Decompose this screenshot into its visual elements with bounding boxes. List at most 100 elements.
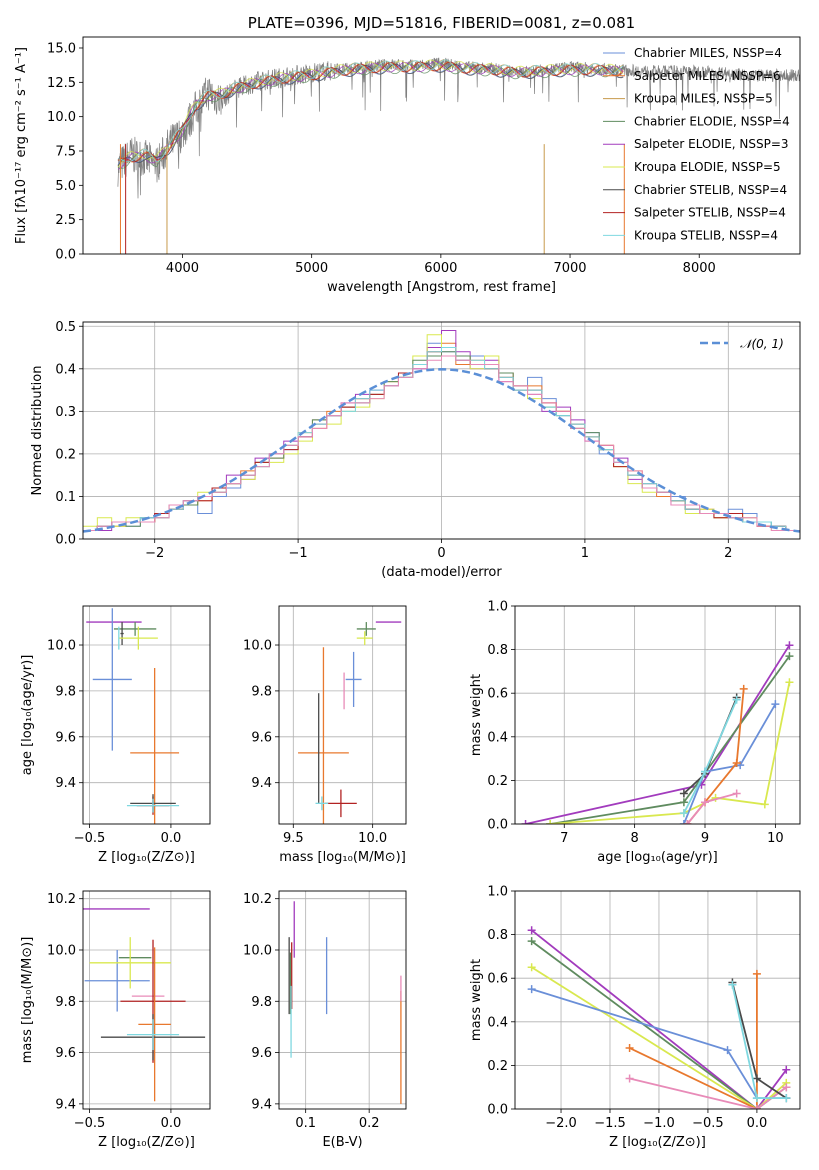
weight-line [550,655,791,824]
x-tick-label: 0.2 [359,1116,380,1131]
x-axis-label: age [log₁₀(age/yr)] [597,850,718,865]
spectrum-model-line [117,60,624,170]
weight-line [683,703,777,824]
y-tick-label: 0.4 [487,730,508,745]
weight-marker [527,937,536,946]
y-tick-label: 9.8 [251,995,272,1010]
y-axis-label: age [log₁₀(age/yr)] [20,655,35,776]
legend-label: Salpeter MILES, NSSP=6 [634,69,781,83]
weight-marker [679,798,688,807]
x-tick-label: 10.0 [358,831,387,846]
y-tick-label: 10.0 [47,639,76,654]
weight-marker [752,1105,761,1109]
x-tick-label: 0 [437,546,445,561]
x-tick-label: 9.5 [283,831,304,846]
chart-title: PLATE=0396, MJD=51816, FIBERID=0081, z=0… [248,14,635,32]
x-tick-label: 10 [767,831,784,846]
axes-frame [278,605,407,825]
x-tick-label: 0.0 [747,1116,768,1131]
x-tick-label: 0.0 [161,831,182,846]
legend-label: 𝒩(0, 1) [740,337,784,351]
weight-marker [625,1043,634,1052]
weight-marker [521,820,530,824]
y-tick-label: 0.2 [55,447,76,462]
weight-marker [782,1065,791,1074]
weight-marker [527,985,536,994]
gaussian-curve [83,368,800,533]
y-tick-label: 12.5 [47,76,76,91]
x-tick-label: 6000 [424,261,457,276]
weight-marker [782,1094,791,1103]
y-tick-label: 10.2 [47,892,76,907]
y-tick-label: 9.8 [251,684,272,699]
weight-line [629,973,758,1109]
y-tick-label: 9.6 [55,1046,76,1061]
y-tick-label: 0.2 [487,1059,508,1074]
weight-marker [785,678,794,687]
weight-marker [739,684,748,693]
weight-marker [546,820,555,824]
x-tick-label: −0.5 [74,1116,106,1131]
x-tick-label: 0.1 [295,1116,316,1131]
y-tick-label: 10.0 [243,639,272,654]
y-tick-label: 1.0 [487,600,508,615]
weight-marker [625,1074,634,1083]
x-tick-label: 1 [581,546,589,561]
x-axis-label: mass [log₁₀(M/M⊙)] [279,850,406,865]
y-tick-label: 9.4 [251,776,272,791]
weight-marker [723,1046,732,1055]
weight-marker [785,641,794,650]
panel-mass-vs-EBV: 0.1 0.2 9.4 9.6 9.8 10.0 10.2 E(B-V) [243,890,407,1150]
weight-line [629,1077,787,1109]
y-tick-label: 0.4 [55,362,76,377]
y-tick-label: 9.6 [55,730,76,745]
spectrum-data-line [117,57,800,199]
legend-label: Chabrier MILES, NSSP=4 [634,46,782,60]
x-tick-label: 7 [560,831,568,846]
spectrum-model-line [117,61,624,163]
weight-marker [732,695,741,704]
y-tick-label: 0.3 [55,405,76,420]
x-tick-label: 9 [701,831,709,846]
plot-area [288,901,402,1104]
y-tick-label: 10.0 [243,943,272,958]
axes-frame [514,890,801,1110]
weight-marker [732,758,741,767]
panel-residuals: −2 −1 0 1 2 0.0 0.1 0.2 0.3 0.4 0.5 (data-model)/er… [30,320,801,580]
axes-frame [82,605,211,825]
y-tick-label: 10.0 [47,110,76,125]
spectrum-model-line [117,63,624,165]
y-tick-label: 9.4 [55,776,76,791]
legend-label: Chabrier ELODIE, NSSP=4 [634,114,790,128]
y-tick-label: 0.4 [487,1015,508,1030]
y-tick-label: 9.4 [55,1097,76,1112]
y-tick-label: 0.1 [55,490,76,505]
plot-area [527,926,791,1109]
y-tick-label: 0.6 [487,687,508,702]
weight-marker [728,980,737,989]
weight-marker [527,963,536,972]
y-tick-label: 2.5 [55,213,76,228]
weight-marker [785,652,794,661]
weight-marker [782,1083,791,1092]
plot-area [83,330,800,533]
axes-frame [278,890,407,1110]
y-axis-label: Flux [fλ10⁻¹⁷ erg cm⁻² s⁻¹ A⁻¹] [14,47,29,244]
y-tick-label: 9.8 [55,995,76,1010]
y-axis-label: Normed distribution [30,366,45,496]
histogram-step [83,355,800,531]
y-tick-label: 5.0 [55,179,76,194]
y-tick-label: 10.0 [47,943,76,958]
x-tick-label: 7000 [553,261,586,276]
spectrum-model-line [117,63,624,167]
y-axis-label: mass [log₁₀(M/M⊙)] [20,937,35,1064]
x-tick-label: −0.5 [74,831,106,846]
weight-marker [679,789,688,798]
legend-label: Kroupa STELIB, NSSP=4 [634,228,778,242]
x-axis-label: E(B-V) [322,1135,362,1150]
y-axis-label: mass weight [469,674,484,756]
weight-marker [701,767,709,776]
weight-marker [679,820,688,824]
plot-area [521,641,794,824]
